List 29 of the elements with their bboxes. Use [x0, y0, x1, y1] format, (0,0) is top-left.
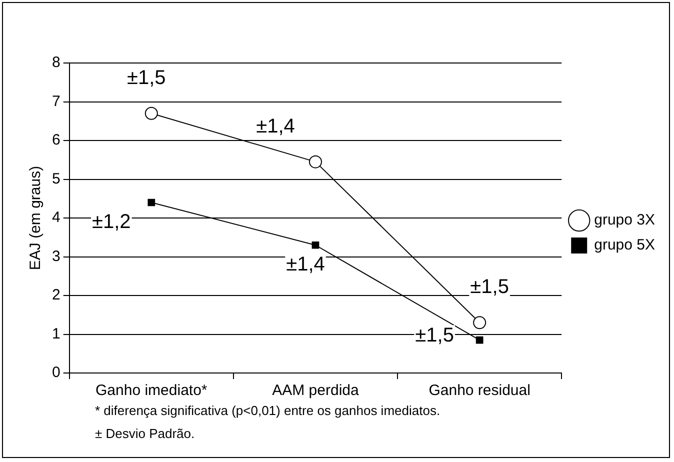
point	[144, 106, 158, 120]
x-tick-label: Ganho residual	[428, 382, 530, 400]
point	[476, 336, 484, 344]
point	[312, 241, 320, 249]
annotation: ±1,5	[127, 66, 166, 89]
x-tick-label: Ganho imediato*	[96, 382, 208, 400]
y-tick-label: 5	[52, 170, 60, 188]
y-axis-title: EAJ (em graus)	[27, 166, 44, 270]
point	[473, 316, 486, 330]
point	[308, 155, 322, 168]
text: ± Desvio Padrão.	[95, 425, 196, 443]
annotation: ±1,2	[92, 211, 131, 234]
y-tick-label: 2	[52, 286, 60, 304]
point	[148, 198, 156, 206]
annotation: ±1,4	[286, 254, 325, 276]
y-tick-label: 3	[52, 248, 60, 265]
y-tick-label: 7	[52, 92, 60, 110]
y-tick-label: 8	[52, 54, 60, 72]
y-tick-label: 6	[52, 132, 60, 149]
legend-label: grupo 5X	[594, 236, 656, 254]
x-tick-label: AAM perdida	[272, 382, 360, 400]
text: * diferença significativa (p<0,01) entre os ganhos imediatos.	[95, 402, 440, 420]
y-tick-label: 4	[52, 209, 60, 226]
annotation: ±1,4	[256, 115, 295, 138]
y-tick-label: 1	[52, 325, 60, 342]
y-tick-label: 0	[52, 364, 60, 382]
annotation: ±1,5	[470, 276, 509, 298]
legend-label: grupo 3X	[594, 212, 656, 229]
annotation: ±1,5	[415, 324, 454, 347]
